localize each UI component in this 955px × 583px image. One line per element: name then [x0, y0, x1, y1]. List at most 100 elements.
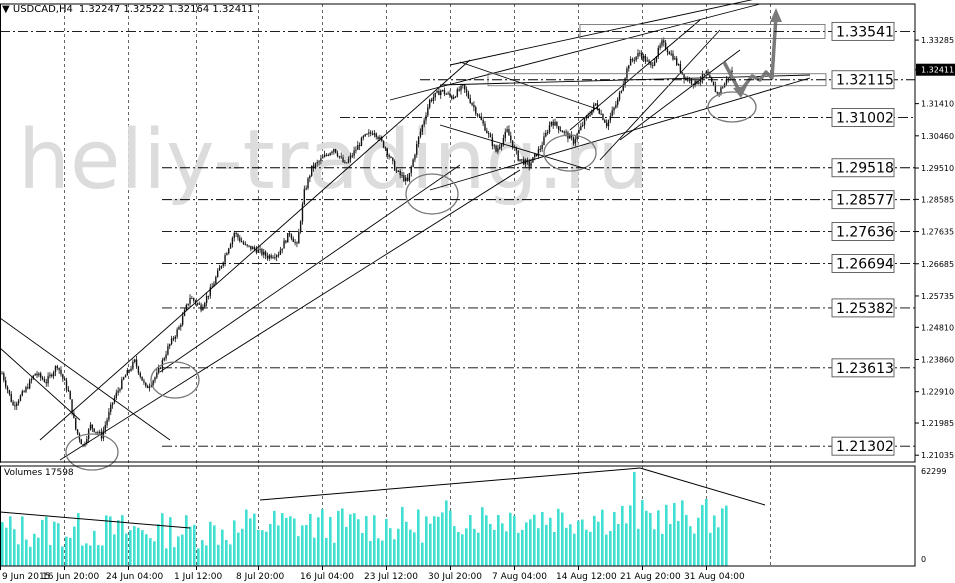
candle-body [491, 137, 494, 146]
level-label: 1.28577 [836, 193, 894, 209]
time-axis-label: 23 Jul 12:00 [364, 572, 418, 582]
level-label: 1.25382 [836, 301, 894, 317]
volume-bar [221, 529, 224, 566]
candle-body [382, 140, 385, 148]
candle-body [38, 373, 40, 376]
volume-bar [69, 537, 72, 566]
resistance-zone-box [487, 73, 827, 87]
candle-body [145, 382, 147, 387]
volume-bar [705, 499, 708, 566]
candle-body [4, 380, 7, 387]
candle-body [272, 257, 274, 259]
candle-body [152, 380, 154, 385]
candle-body [447, 93, 449, 95]
candle-body [569, 134, 571, 139]
candle-body [255, 249, 258, 253]
candle-body [266, 255, 269, 259]
volume-bar [573, 533, 576, 566]
candle-body [357, 145, 359, 150]
candle-body [97, 432, 99, 434]
volume-bar [229, 544, 232, 566]
volume-bar [677, 521, 680, 566]
candle-body [277, 254, 280, 256]
candle-body [163, 358, 165, 361]
level-label-box [831, 253, 895, 273]
volume-bar [453, 526, 456, 566]
volume-bar [281, 513, 284, 566]
volume-bar [361, 532, 364, 566]
volume-bar [637, 528, 640, 566]
candle-body [511, 140, 514, 148]
candle-body [141, 376, 143, 381]
candle-body [268, 255, 270, 259]
candle-body [432, 97, 435, 101]
candle-body [714, 85, 717, 93]
volume-bar [237, 532, 240, 566]
candle-body [545, 132, 547, 137]
candle-body [309, 175, 311, 179]
trend-line [449, 0, 753, 66]
candle-body [565, 131, 567, 133]
candle-body [464, 84, 466, 90]
candle-body [8, 390, 11, 394]
candle-body [28, 380, 31, 389]
volume-bar [181, 534, 184, 566]
candle-body [416, 143, 418, 155]
volume-bar [537, 528, 540, 566]
price-axis-label: 1.28585 [921, 195, 954, 204]
candle-body [218, 267, 221, 271]
price-axis-label: 1.31410 [921, 100, 954, 109]
volume-bar [185, 515, 188, 566]
volume-bar [425, 516, 428, 566]
volume-bar [305, 524, 308, 566]
volume-bar [341, 508, 344, 566]
candle-body [451, 95, 453, 99]
candle-body [698, 82, 700, 84]
volume-bar [109, 516, 112, 566]
candle-body [482, 120, 484, 124]
candle-body [364, 134, 366, 137]
candle-body [480, 116, 482, 121]
price-axis-label: 1.21985 [921, 419, 954, 428]
candle-body [198, 303, 200, 305]
volume-bar [721, 508, 724, 566]
candle-body [650, 62, 652, 66]
volume-bar [681, 500, 684, 566]
candle-body [408, 173, 411, 181]
volume-bar [145, 534, 148, 566]
candle-body [176, 329, 178, 337]
volume-bar [665, 504, 668, 566]
candle-body [132, 361, 134, 369]
candle-body [423, 120, 425, 126]
candle-body [211, 286, 213, 288]
candle-body [75, 417, 77, 430]
candle-body [674, 58, 676, 60]
candle-body [694, 80, 696, 86]
candle-body [237, 233, 239, 238]
candle-body [628, 65, 630, 69]
volume-bar [133, 526, 136, 566]
candle-body [556, 121, 558, 127]
candle-body [594, 103, 597, 105]
candle-body [438, 90, 440, 96]
candle-body [508, 129, 510, 136]
candle-body [167, 346, 169, 355]
volume-bar [541, 511, 544, 566]
candle-body [709, 75, 711, 78]
touch-ellipse [65, 433, 119, 471]
candle-body [629, 58, 632, 66]
volume-bar [337, 510, 340, 566]
volume-bar [117, 520, 120, 566]
volume-bar [421, 542, 424, 566]
volume-bar [225, 540, 228, 566]
candle-body [379, 137, 381, 140]
candle-body [12, 401, 14, 406]
candle-body [727, 78, 730, 80]
candle-body [497, 148, 499, 152]
dropdown-icon[interactable]: ▼ [2, 4, 13, 15]
candle-body [27, 387, 29, 389]
volume-bar [105, 515, 108, 566]
volume-bar [1, 522, 4, 566]
candle-body [506, 129, 508, 132]
candle-body [639, 53, 641, 55]
